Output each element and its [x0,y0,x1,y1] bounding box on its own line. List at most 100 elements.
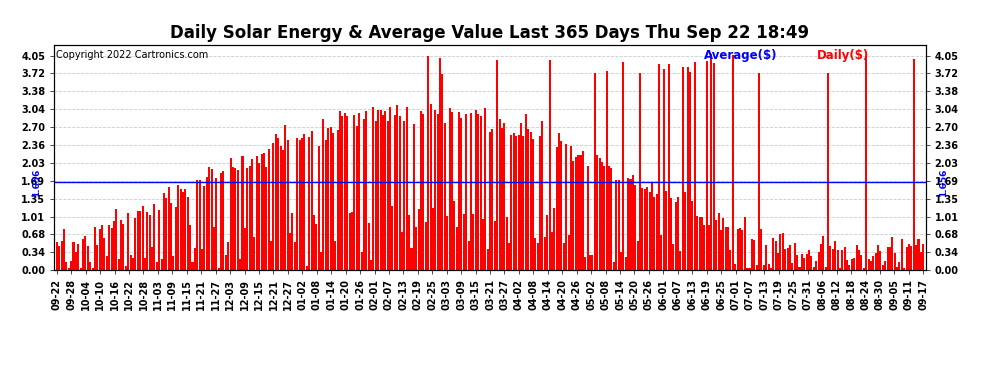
Bar [96,246,98,270]
Bar [135,219,137,270]
Bar [206,177,208,270]
Bar [165,198,167,270]
Bar [727,226,729,270]
Bar [594,74,596,270]
Bar [379,110,381,270]
Bar [879,251,881,270]
Bar [323,119,325,270]
Bar [120,220,122,270]
Bar [484,108,486,270]
Bar [360,252,362,270]
Bar [639,73,641,270]
Bar [575,157,577,270]
Bar [201,249,203,270]
Bar [167,188,169,270]
Bar [684,192,686,270]
Bar [470,113,472,270]
Bar [282,150,284,270]
Bar [413,124,415,270]
Bar [435,110,437,270]
Bar [620,252,622,270]
Bar [342,116,344,270]
Bar [55,242,57,270]
Bar [477,114,479,270]
Bar [220,173,222,270]
Bar [794,243,796,270]
Bar [723,218,725,270]
Bar [872,256,874,270]
Bar [363,119,365,270]
Bar [584,257,586,270]
Bar [735,264,737,270]
Bar [106,256,108,270]
Bar [627,178,629,270]
Bar [196,180,198,270]
Bar [240,259,242,270]
Bar [906,247,908,270]
Bar [632,175,634,270]
Bar [425,222,427,270]
Bar [399,116,401,270]
Bar [784,249,786,270]
Bar [211,169,213,270]
Bar [472,214,474,270]
Bar [506,217,508,270]
Bar [58,246,60,270]
Bar [237,171,239,270]
Bar [242,156,244,270]
Bar [148,215,150,270]
Bar [853,258,855,270]
Bar [746,268,748,270]
Bar [184,189,186,270]
Bar [660,235,662,270]
Bar [579,155,581,270]
Bar [267,150,269,270]
Bar [511,135,513,270]
Bar [94,227,96,270]
Bar [750,239,753,270]
Bar [618,180,620,270]
Bar [850,259,852,270]
Bar [89,262,91,270]
Bar [646,186,648,270]
Text: 1.656: 1.656 [939,168,947,196]
Bar [251,159,253,270]
Bar [865,56,867,270]
Bar [348,213,350,270]
Bar [151,248,153,270]
Bar [437,114,439,270]
Bar [125,266,127,270]
Bar [546,215,548,270]
Bar [603,166,605,270]
Bar [715,220,717,270]
Bar [182,192,184,270]
Bar [903,268,905,270]
Bar [275,134,277,270]
Bar [625,256,627,270]
Bar [767,264,769,270]
Bar [163,193,165,270]
Bar [525,114,527,270]
Bar [765,245,767,270]
Bar [908,244,910,270]
Bar [170,203,172,270]
Bar [591,255,593,270]
Bar [623,62,625,270]
Bar [455,227,457,270]
Bar [128,213,130,270]
Bar [415,227,417,270]
Bar [787,248,789,270]
Bar [813,267,815,270]
Bar [827,74,829,270]
Bar [782,233,784,270]
Bar [808,251,810,270]
Bar [215,178,218,270]
Bar [887,247,889,270]
Bar [706,61,708,270]
Bar [140,211,142,270]
Bar [772,238,774,270]
Bar [815,261,817,270]
Bar [650,182,653,270]
Bar [703,225,705,270]
Bar [260,154,262,270]
